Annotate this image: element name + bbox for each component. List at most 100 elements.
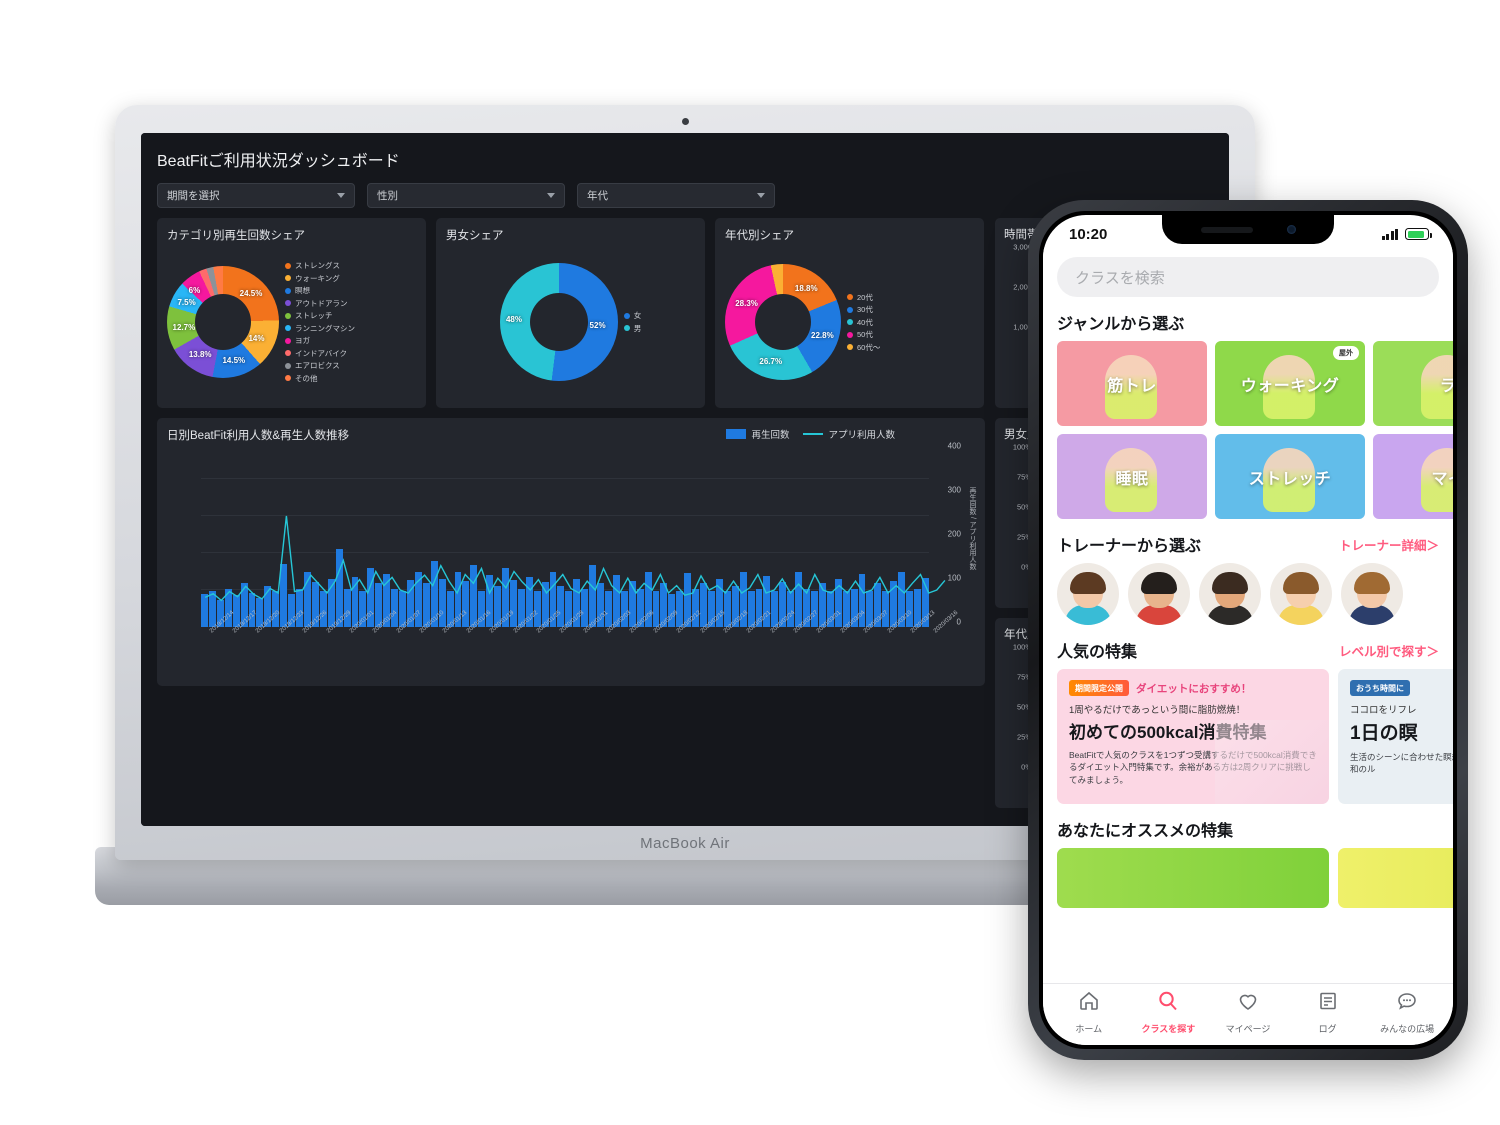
legend-swatch <box>847 319 853 325</box>
bar <box>605 591 612 627</box>
legend-item[interactable]: 女 <box>623 310 642 321</box>
legend-swatch <box>623 325 630 332</box>
signal-icon <box>1381 228 1398 240</box>
bar <box>343 588 351 627</box>
legend-item[interactable]: インドアバイク <box>285 348 355 359</box>
bar <box>668 593 676 627</box>
trainer-avatar[interactable] <box>1128 563 1190 625</box>
y-tick: 100% <box>1012 642 1032 652</box>
trainer-avatar[interactable] <box>1057 563 1119 625</box>
legend-item[interactable]: ストレッチ <box>285 310 355 321</box>
legend-item[interactable]: 50代 <box>847 329 880 340</box>
bar <box>367 567 375 627</box>
bar <box>296 588 303 627</box>
legend-item[interactable]: ランニングマシン <box>285 323 355 334</box>
legend-label: その他 <box>295 373 318 383</box>
bar <box>462 581 470 627</box>
legend-label: 女 <box>633 311 642 321</box>
gridline <box>201 589 929 590</box>
tab-label: ログ <box>1318 1023 1337 1034</box>
filter-age[interactable]: 年代 <box>577 183 775 208</box>
bar <box>486 575 494 627</box>
genre-tile-睡眠[interactable]: 睡眠 <box>1057 434 1207 519</box>
bar <box>787 591 795 627</box>
legend-item[interactable]: エアロビクス <box>285 360 355 371</box>
bar <box>723 591 731 627</box>
recommend-card[interactable] <box>1338 848 1453 908</box>
recommend-card[interactable] <box>1057 848 1329 908</box>
trainer-detail-link[interactable]: トレーナー詳細＞ <box>1338 538 1439 553</box>
genre-tile-ウォーキング[interactable]: 屋外 ウォーキング <box>1215 341 1365 426</box>
bar <box>525 576 533 627</box>
featured-card-diet[interactable]: 期間限定公開 ダイエットにおすすめ！ 1周やるだけであっという間に脂肪燃焼！ 初… <box>1057 669 1329 804</box>
trainer-avatar[interactable] <box>1270 563 1332 625</box>
y-tick: 0% <box>1021 762 1032 772</box>
legend-item[interactable]: 30代 <box>847 304 880 315</box>
search-input[interactable]: クラスを検索 <box>1057 257 1439 297</box>
genre-tile-ラ[interactable]: ラ <box>1373 341 1453 426</box>
tab-ホーム[interactable]: ホーム <box>1049 989 1129 1035</box>
trainer-avatar[interactable] <box>1199 563 1261 625</box>
category-donut-chart: 24.5% 14% 14.5% 13.8% 12.7% 7.5% 6% <box>167 266 279 378</box>
featured-image <box>1215 720 1329 804</box>
featured-section-header: 人気の特集 レベル別で探す＞ <box>1043 625 1453 669</box>
bar <box>509 579 517 627</box>
bar <box>906 591 913 627</box>
bar <box>763 575 771 627</box>
bar <box>795 571 803 627</box>
featured-card-meditation[interactable]: おうち時間に ココロをリフレ 1日の瞑 生活のシーンに合わせた瞑想のクラスを集め… <box>1338 669 1453 804</box>
genre-tile-ストレッチ[interactable]: ストレッチ <box>1215 434 1365 519</box>
legend-swatch <box>285 275 291 282</box>
legend-label: ストレッチ <box>295 311 333 321</box>
trainer-avatar[interactable] <box>1341 563 1403 625</box>
bar <box>866 591 874 627</box>
tab-クラスを探す[interactable]: クラスを探す <box>1129 989 1209 1035</box>
bar <box>446 591 454 627</box>
legend-item[interactable]: アウトドアラン <box>285 298 355 309</box>
genre-tile-筋トレ[interactable]: 筋トレ <box>1057 341 1207 426</box>
genre-tile-マイ[interactable]: マイ <box>1373 434 1453 519</box>
legend-item[interactable]: 40代 <box>847 317 880 328</box>
legend-item[interactable]: その他 <box>285 373 355 384</box>
legend-item[interactable]: 男 <box>623 323 641 334</box>
legend-item[interactable]: 瞑想 <box>285 285 355 296</box>
x-axis: 2019/12/14 2019/12/17 2019/12/20 2019/12/23… <box>201 610 960 656</box>
bar <box>810 591 818 627</box>
filter-bar: 期間を選択 性別 年代 <box>157 183 1213 208</box>
recommend-card-list <box>1043 848 1453 908</box>
legend-swatch <box>285 325 291 332</box>
bar <box>890 581 898 627</box>
bar <box>557 586 565 627</box>
legend-label: ウォーキング <box>295 273 340 283</box>
legend-label: 30代 <box>857 305 873 314</box>
legend-item[interactable]: ストレングス <box>285 260 355 271</box>
trainer-section-title: トレーナーから選ぶ <box>1057 538 1202 555</box>
legend-label: アウトドアラン <box>295 298 348 308</box>
legend-item[interactable]: 20代 <box>847 292 880 303</box>
tab-label: みんなの広場 <box>1380 1023 1435 1034</box>
legend-item[interactable]: ウォーキング <box>285 273 355 284</box>
tab-みんなの広場[interactable]: みんなの広場 <box>1367 989 1447 1035</box>
legend-swatch-bar <box>726 429 747 439</box>
legend-swatch <box>285 350 291 357</box>
level-search-link[interactable]: レベル別で探す＞ <box>1338 644 1439 659</box>
legend-label: ヨガ <box>295 336 310 346</box>
outdoor-badge: 屋外 <box>1333 346 1359 360</box>
filter-period[interactable]: 期間を選択 <box>157 183 355 208</box>
avatar-body <box>1278 605 1324 625</box>
legend-item[interactable]: 60代～ <box>847 342 880 353</box>
card-title: カテゴリ別再生回数シェア <box>167 230 305 242</box>
filter-gender[interactable]: 性別 <box>367 183 565 208</box>
card-age-share: 年代別シェア 18.8% 22.8% 26.7% 28.3% 20代 30代 40代 50代… <box>715 218 984 408</box>
legend-swatch <box>847 306 853 313</box>
bar <box>470 564 478 627</box>
legend-item[interactable]: ヨガ <box>285 335 355 346</box>
tab-ログ[interactable]: ログ <box>1288 989 1368 1035</box>
earpiece-speaker-icon <box>1200 226 1253 233</box>
tab-マイページ[interactable]: マイページ <box>1208 989 1288 1035</box>
bar <box>708 591 715 627</box>
avatar-body <box>1136 605 1182 625</box>
bar <box>771 591 779 627</box>
home-badge: おうち時間に <box>1350 680 1410 696</box>
limited-badge: 期間限定公開 <box>1069 680 1129 696</box>
